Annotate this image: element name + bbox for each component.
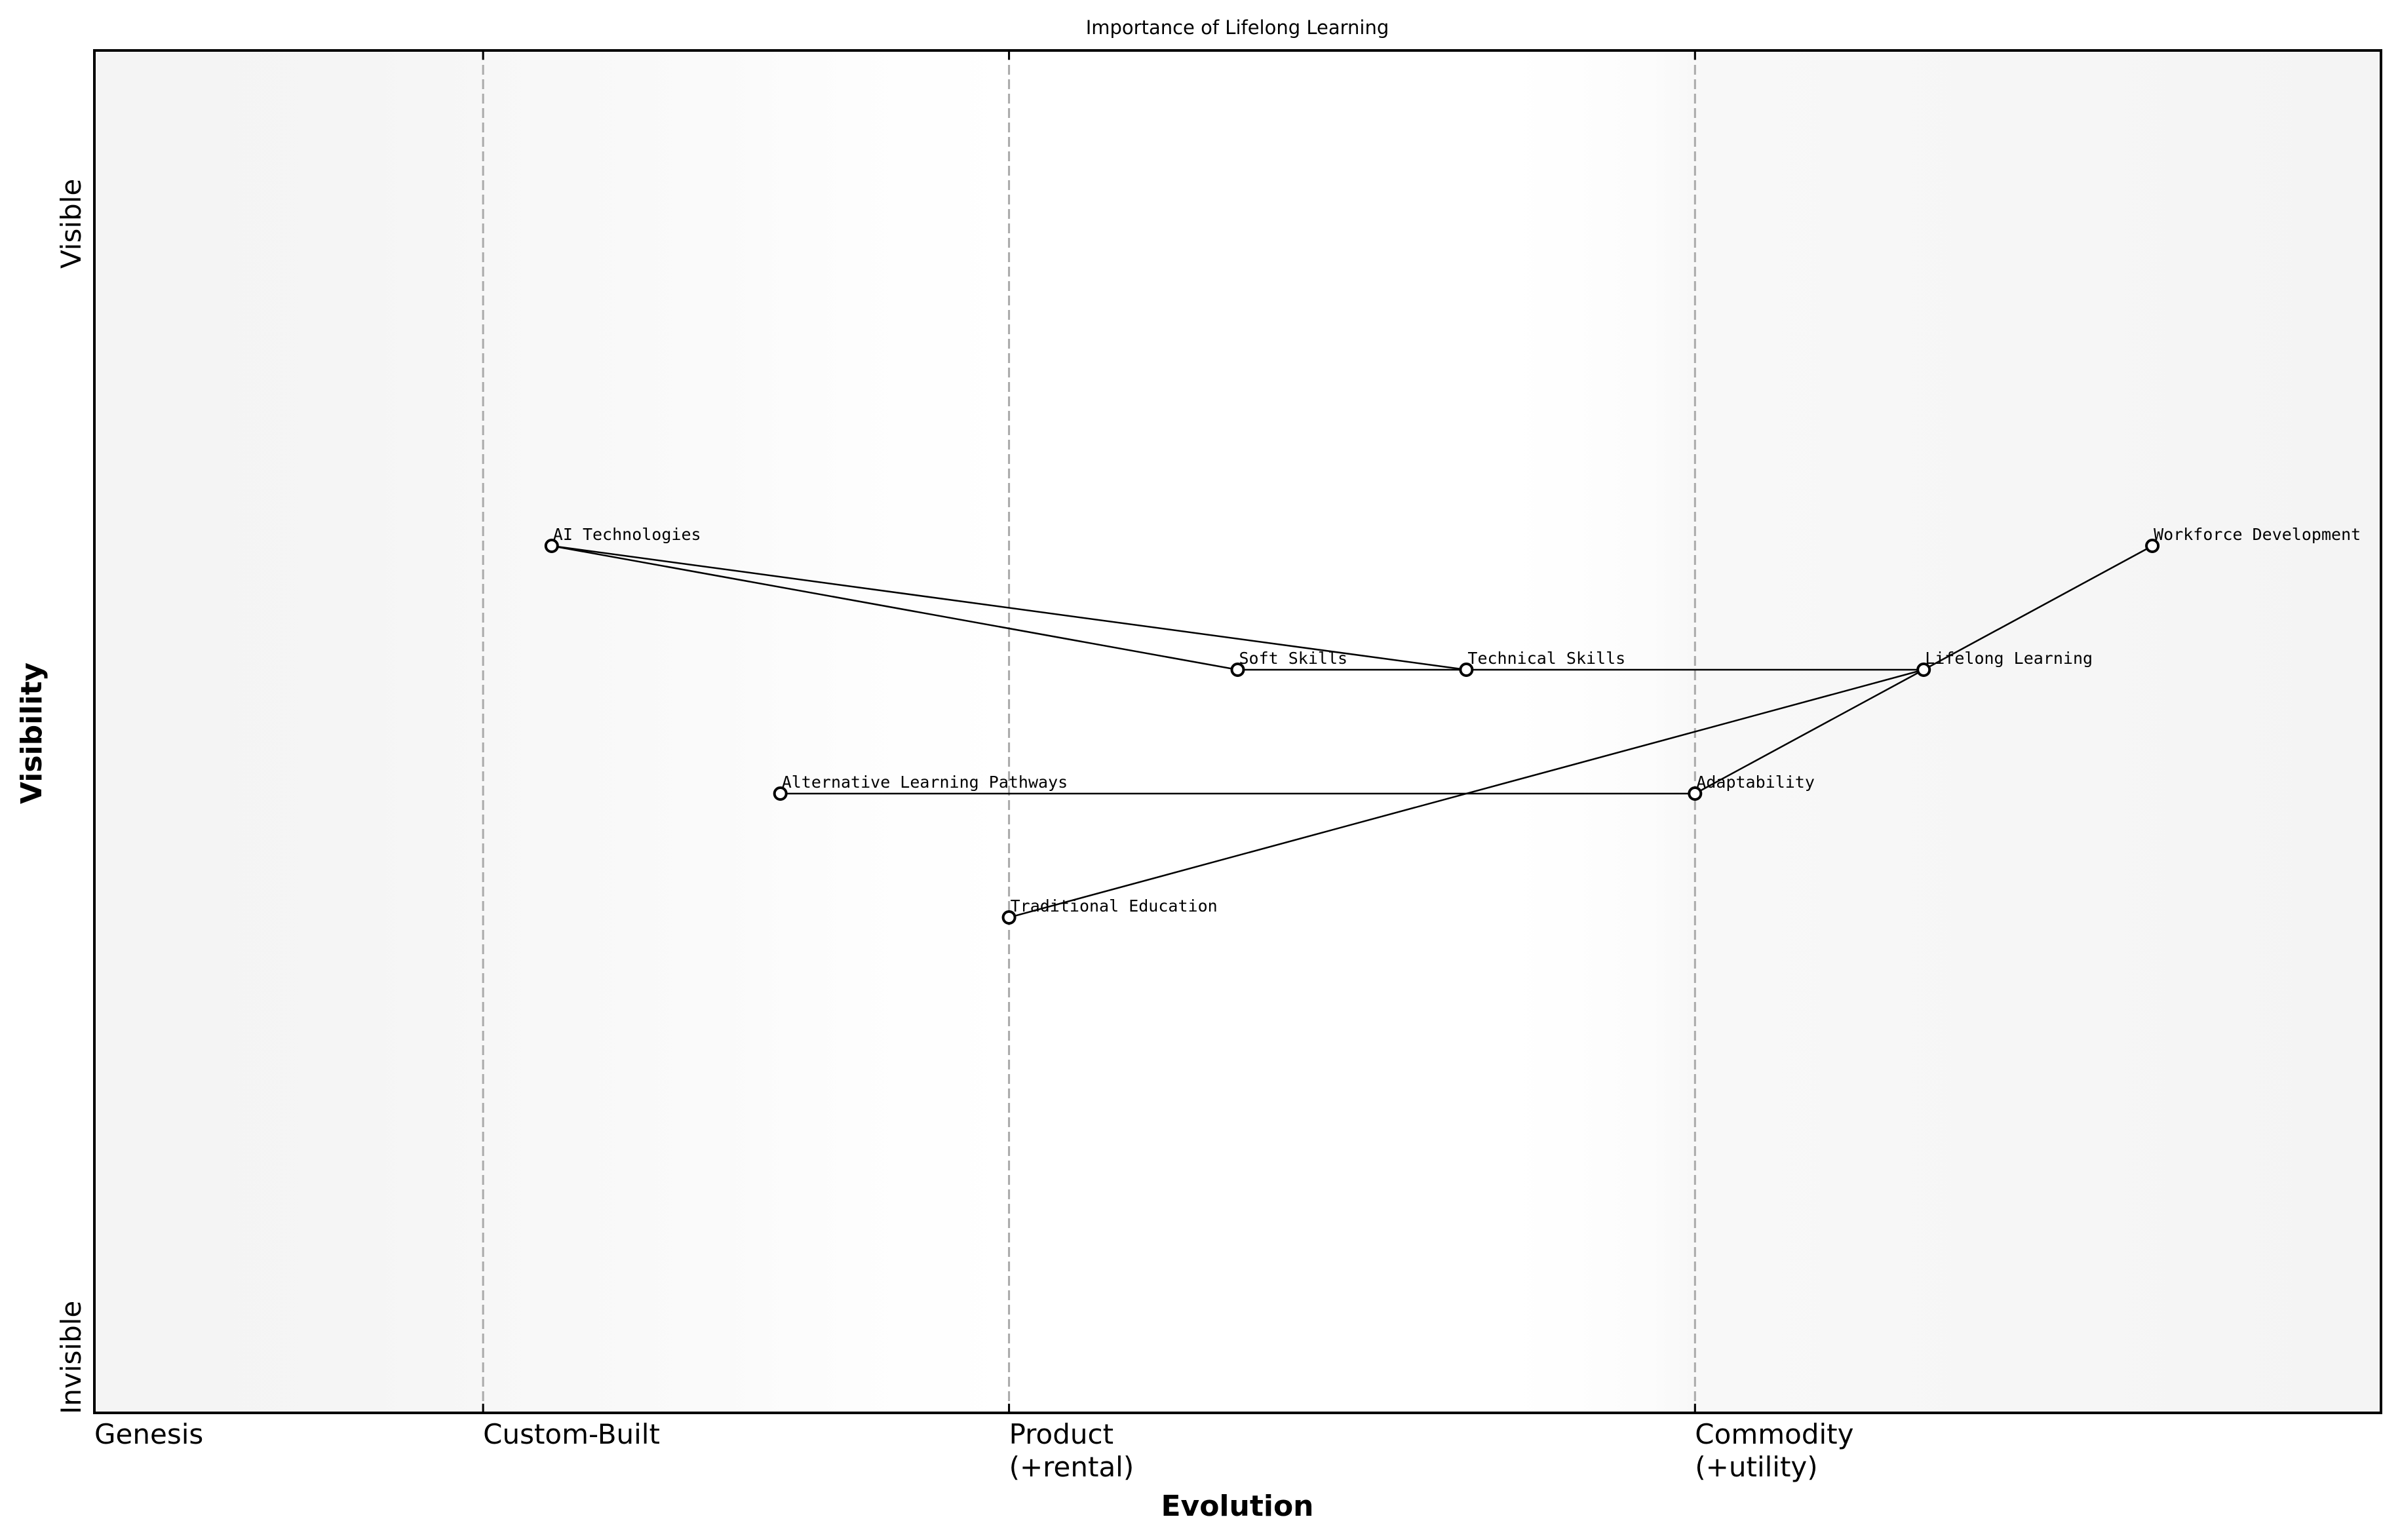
node-label: AI Technologies xyxy=(553,525,701,544)
node-marker-icon[interactable] xyxy=(544,539,559,553)
edge-line xyxy=(1694,668,1924,795)
map-node[interactable]: AI Technologies xyxy=(544,525,701,553)
stage-label: Product xyxy=(1009,1418,1113,1450)
plot-area: AI Technologies Soft Skills Technical Skil… xyxy=(93,49,2382,1414)
plot-frame xyxy=(93,49,2382,1414)
node-marker-icon[interactable] xyxy=(1916,663,1931,677)
stage-label: Genesis xyxy=(94,1418,203,1450)
node-label: Soft Skills xyxy=(1239,649,1348,668)
y-label-visible: Visible xyxy=(55,179,87,269)
nodes: AI Technologies Soft Skills Technical Skil… xyxy=(544,525,2361,925)
node-marker-icon[interactable] xyxy=(1001,910,1016,925)
node-marker-icon[interactable] xyxy=(2145,539,2160,553)
edge-line xyxy=(551,545,1467,671)
map-node[interactable]: Traditional Education xyxy=(1001,896,1218,925)
map-node[interactable]: Adaptability xyxy=(1688,773,1815,801)
map-node[interactable]: Lifelong Learning xyxy=(1916,649,2093,677)
stage-sublabel: (+rental) xyxy=(1009,1451,1134,1483)
edge-line xyxy=(551,545,1238,671)
node-label: Alternative Learning Pathways xyxy=(782,773,1068,792)
edges xyxy=(551,545,2153,919)
plot-background xyxy=(94,50,2381,1413)
edge-line xyxy=(1923,545,2153,671)
stage-sublabel: (+utility) xyxy=(1695,1451,1817,1483)
x-axis-title: Evolution xyxy=(1161,1490,1313,1523)
node-label: Workforce Development xyxy=(2154,525,2361,544)
chart-title: Importance of Lifelong Learning xyxy=(1086,16,1389,39)
map-node[interactable]: Alternative Learning Pathways xyxy=(773,773,1068,801)
stage-label: Commodity xyxy=(1695,1418,1853,1450)
map-node[interactable]: Workforce Development xyxy=(2145,525,2361,553)
node-label: Technical Skills xyxy=(1467,649,1625,668)
node-label: Adaptability xyxy=(1696,773,1815,792)
y-label-invisible: Invisible xyxy=(55,1301,87,1414)
map-node[interactable]: Soft Skills xyxy=(1230,649,1348,677)
node-marker-icon[interactable] xyxy=(1688,786,1703,801)
node-marker-icon[interactable] xyxy=(1230,663,1245,677)
stage-label: Custom-Built xyxy=(483,1418,660,1450)
node-marker-icon[interactable] xyxy=(773,786,788,801)
node-label: Traditional Education xyxy=(1011,896,1218,915)
node-marker-icon[interactable] xyxy=(1459,663,1474,677)
map-node[interactable]: Technical Skills xyxy=(1459,649,1625,677)
y-axis-title: Visibility xyxy=(15,663,48,804)
node-label: Lifelong Learning xyxy=(1925,649,2093,668)
x-axis-stage-labels: Genesis Custom-Built Product(+rental) Commo… xyxy=(94,1418,1854,1483)
